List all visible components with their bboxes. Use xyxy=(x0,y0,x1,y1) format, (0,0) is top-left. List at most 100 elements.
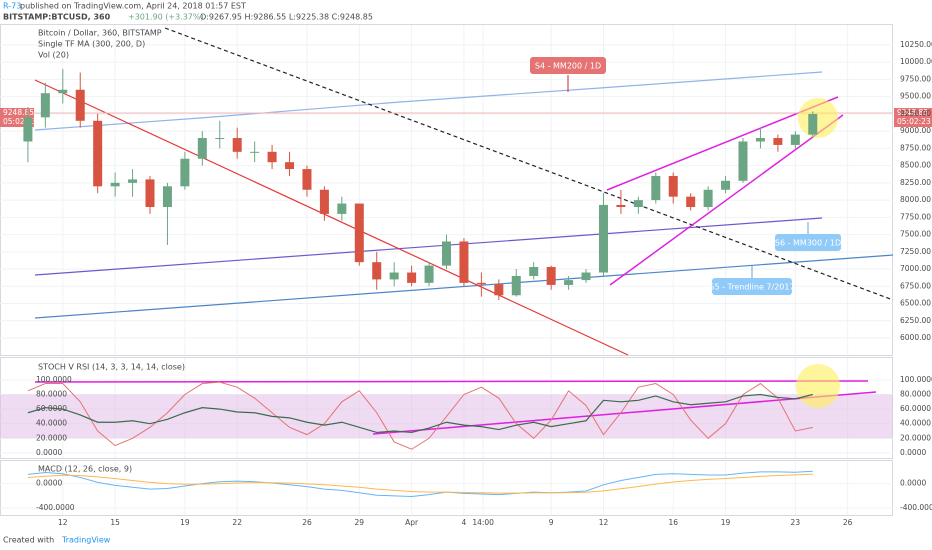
published: published on TradingView.com, April 24, … xyxy=(20,2,246,11)
y-tick-label: 0.0000 xyxy=(900,479,926,488)
candle-body xyxy=(686,196,696,207)
x-tick-label: 23 xyxy=(791,518,801,527)
chart-title: Bitcoin / Dollar, 360, BITSTAMP xyxy=(38,29,162,38)
candle-body xyxy=(23,117,33,142)
candle-body xyxy=(790,134,800,145)
y-tick-label: 0.0000 xyxy=(36,479,62,488)
annotation-box xyxy=(775,234,841,251)
indicator-label: Single TF MA (300, 200, D) xyxy=(38,40,145,49)
y-tick-label: 9500.00 xyxy=(900,92,931,101)
x-tick-label: 19 xyxy=(721,518,731,527)
change: +301.90 (+3.37%) xyxy=(128,13,204,22)
candle-body xyxy=(232,138,242,152)
indicator-line xyxy=(27,470,813,497)
candle-body xyxy=(250,151,260,153)
y-tick-label: 9750.00 xyxy=(900,74,931,83)
candle-body xyxy=(651,175,661,201)
candle-body xyxy=(808,113,818,135)
x-tick-label: 26 xyxy=(843,518,853,527)
candle-body xyxy=(337,203,347,214)
candle-body xyxy=(703,189,713,207)
candle-body xyxy=(389,272,399,280)
candle-body xyxy=(442,241,451,266)
y-tick-label: 0.0000 xyxy=(900,448,926,457)
x-tick-label: 15 xyxy=(110,518,120,527)
y-tick-label: 8750.00 xyxy=(900,143,931,152)
candle-body xyxy=(215,138,225,140)
candle-body xyxy=(40,93,50,118)
candle-body xyxy=(197,138,207,159)
y-tick-label: 100.0000 xyxy=(36,375,72,384)
candle-body xyxy=(616,204,626,207)
y-tick-label: 80.0000 xyxy=(36,389,67,398)
footer-brand: TradingView xyxy=(61,536,111,545)
y-tick-label: -400.0000 xyxy=(900,503,932,512)
annotation: S4 - MM200 / 1D xyxy=(535,62,601,71)
y-tick-label: 6500.00 xyxy=(900,299,931,308)
candle-body xyxy=(581,272,591,281)
y-tick-label: 6000.00 xyxy=(900,333,931,342)
candle-body xyxy=(564,280,574,285)
candle-body xyxy=(755,138,765,142)
macd-title: MACD (12, 26, close, 9) xyxy=(38,465,132,474)
x-tick-label: 29 xyxy=(355,518,365,527)
y-tick-label: 8250.00 xyxy=(900,178,931,187)
candle-body xyxy=(302,169,312,190)
y-tick-label: 7500.00 xyxy=(900,230,931,239)
x-tick-label: Apr xyxy=(405,518,419,527)
candle-body xyxy=(633,200,643,207)
x-tick-label: 16 xyxy=(668,518,678,527)
y-tick-label: 10250.00 xyxy=(900,40,932,49)
ohlc: O:9267.95 H:9286.55 L:9225.38 C:9248.85 xyxy=(200,13,373,22)
candle-body xyxy=(476,282,486,285)
x-tick-label: 12 xyxy=(599,518,609,527)
candle-body xyxy=(285,162,295,170)
countdown: 05:02:23 xyxy=(897,117,931,126)
candle-body xyxy=(58,89,68,94)
candle-body xyxy=(424,265,434,283)
candle-body xyxy=(75,89,85,121)
x-tick-label: 26 xyxy=(302,518,312,527)
x-tick-label: 12 xyxy=(58,518,68,527)
candle-body xyxy=(319,189,329,214)
x-tick-label: 9 xyxy=(549,518,554,527)
price-label: 9248.85 xyxy=(3,108,34,117)
candle-body xyxy=(145,179,155,207)
y-tick-label: 80.0000 xyxy=(900,389,931,398)
x-tick-label: 4 xyxy=(462,518,467,527)
drawings xyxy=(0,27,894,435)
y-tick-label: 40.0000 xyxy=(36,419,67,428)
indicator-label: Vol (20) xyxy=(38,51,69,60)
candle-body xyxy=(668,175,678,197)
annotation: S5 - Trendline 7/2017 xyxy=(709,283,794,292)
stoch-title: STOCH V RSI (14, 3, 3, 14, 14, close) xyxy=(38,363,185,372)
candle-body xyxy=(494,284,504,296)
candle-body xyxy=(110,182,120,187)
footer-created: Created with xyxy=(3,536,54,545)
candle-body xyxy=(180,158,190,187)
y-tick-label: 7750.00 xyxy=(900,212,931,221)
indicator-line xyxy=(27,381,813,450)
annotation-box xyxy=(530,57,606,74)
candle-body xyxy=(511,275,521,296)
symbol: BITSTAMP:BTCUSD, 360 xyxy=(3,13,111,22)
candle-body xyxy=(459,241,469,283)
candle-body xyxy=(354,203,364,263)
indicator-line xyxy=(27,473,813,494)
y-tick-label: 6750.00 xyxy=(900,281,931,290)
candle-body xyxy=(93,120,103,187)
candle-body xyxy=(773,138,783,145)
candle-body xyxy=(407,272,417,283)
y-tick-label: 0.0000 xyxy=(36,448,62,457)
y-tick-label: 9000.00 xyxy=(900,126,931,135)
candle-body xyxy=(721,180,731,190)
y-tick-label: 8000.00 xyxy=(900,195,931,204)
price-box xyxy=(894,108,932,127)
y-tick-label: 7250.00 xyxy=(900,247,931,256)
indicator-line xyxy=(27,393,813,434)
y-tick-label: 60.0000 xyxy=(900,404,931,413)
candle-body xyxy=(598,204,608,273)
candle-body xyxy=(372,262,382,280)
y-tick-label: 10000.00 xyxy=(900,57,932,66)
